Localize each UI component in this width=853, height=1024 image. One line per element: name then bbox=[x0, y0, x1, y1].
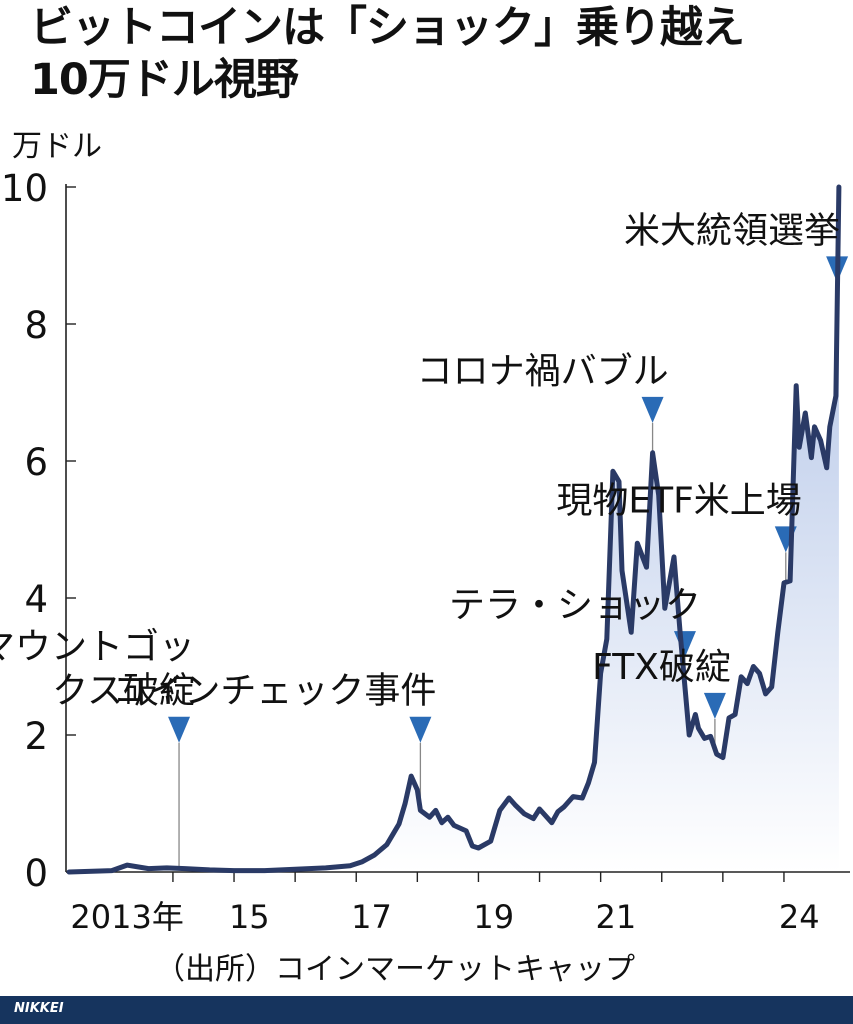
footer-bar: NIKKEI bbox=[0, 996, 853, 1024]
event-label: クス破綻 bbox=[52, 671, 195, 712]
y-tick-label: 8 bbox=[24, 304, 48, 347]
source-note: （出所）コインマーケットキャップ bbox=[155, 952, 635, 987]
y-axis-unit-label: 万ドル bbox=[12, 129, 102, 164]
price-area-fill bbox=[69, 187, 839, 872]
headline-line-2: 10万ドル視野 bbox=[30, 55, 299, 105]
event-label: 現物ETF米上場 bbox=[556, 480, 801, 521]
y-tick-label: 6 bbox=[24, 441, 48, 484]
x-tick-label: 24 bbox=[779, 898, 820, 936]
chart-headline: ビットコインは「ショック」乗り越え 10万ドル視野 bbox=[30, 2, 840, 106]
y-tick-label: 4 bbox=[24, 578, 48, 621]
nikkei-logo: NIKKEI bbox=[14, 1001, 64, 1016]
event-label: テラ・ショック bbox=[449, 585, 701, 626]
event-label: コロナ禍バブル bbox=[417, 351, 669, 392]
event-label: マウントゴッ bbox=[0, 627, 195, 668]
x-tick-label: 2013年 bbox=[70, 898, 183, 936]
event-marker-triangle-icon bbox=[409, 716, 432, 743]
y-tick-label: 2 bbox=[24, 715, 48, 758]
y-tick-label: 0 bbox=[24, 852, 48, 895]
price-line-series bbox=[66, 184, 842, 875]
y-tick-label: 10 bbox=[1, 167, 48, 210]
x-tick-label: 21 bbox=[596, 898, 637, 936]
event-label: 米大統領選挙 bbox=[624, 210, 840, 251]
x-tick-label: 19 bbox=[473, 898, 514, 936]
x-tick-label: 15 bbox=[229, 898, 270, 936]
headline-line-1: ビットコインは「ショック」乗り越え bbox=[30, 3, 745, 53]
event-marker-triangle-icon bbox=[641, 396, 664, 423]
event-marker-triangle-icon bbox=[703, 692, 726, 719]
x-tick-label: 17 bbox=[351, 898, 392, 936]
event-label: FTX破綻 bbox=[592, 647, 731, 688]
event-marker-triangle-icon bbox=[168, 716, 191, 743]
event-label: コインチェック事件 bbox=[112, 671, 436, 712]
